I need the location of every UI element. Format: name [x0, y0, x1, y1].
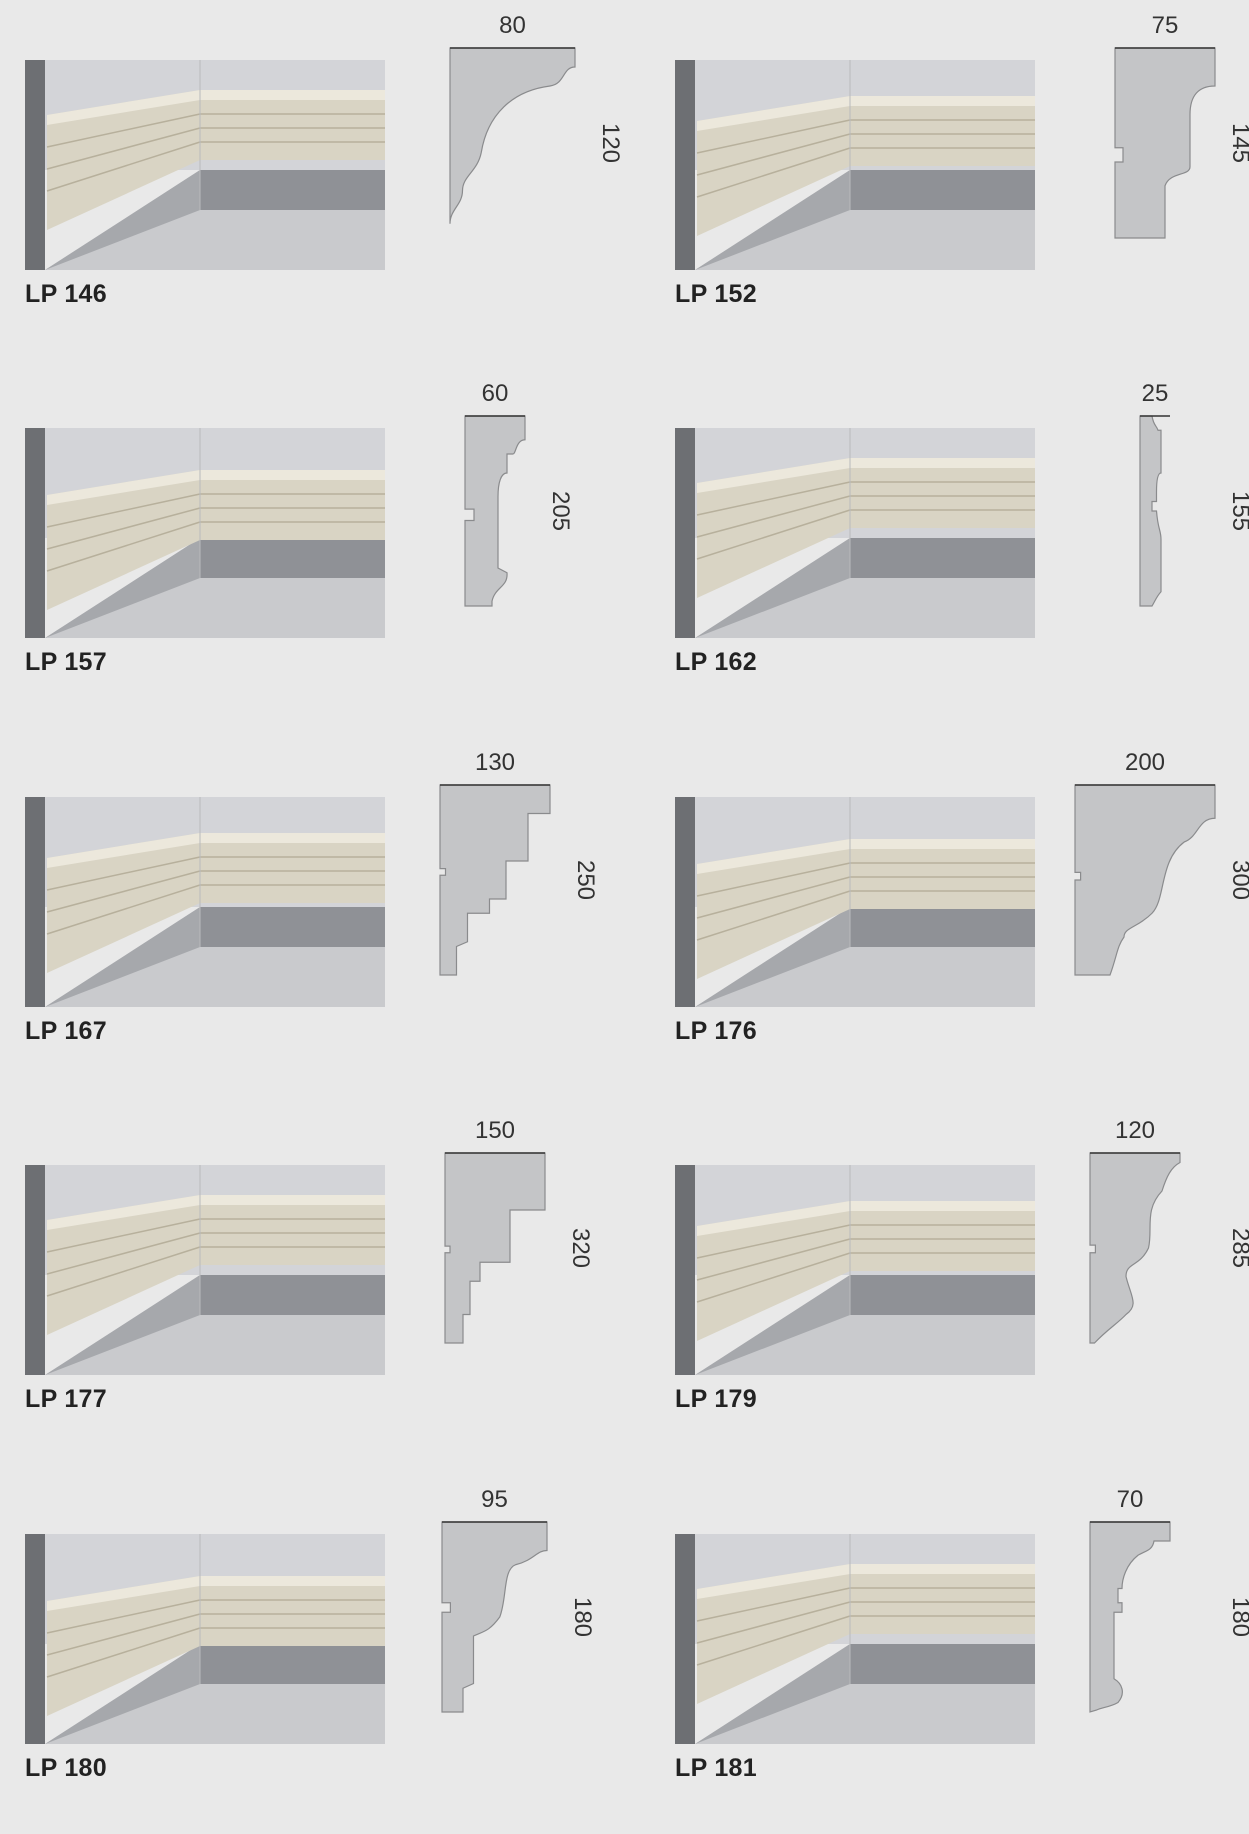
profile-width-dimension: 75: [1151, 12, 1179, 39]
profile-width-dimension: 70: [1116, 1486, 1144, 1513]
profile-cross-section: 95 180: [410, 1474, 610, 1774]
profile-cross-section: 60 205: [410, 368, 610, 668]
product-code: LP 157: [25, 648, 107, 676]
molding-render-image: [25, 1534, 385, 1744]
product-code: LP 162: [675, 648, 757, 676]
profile-cross-section: 80 120: [410, 0, 624, 300]
molding-render-image: [25, 797, 385, 1007]
product-card: LP 177 150 320: [0, 1105, 624, 1465]
product-card: LP 167 130 250: [0, 737, 624, 1097]
profile-width-dimension: 130: [474, 749, 516, 776]
product-code: LP 180: [25, 1754, 107, 1782]
product-card: LP 176 200 300: [650, 737, 1249, 1097]
molding-render-image: [25, 60, 385, 270]
product-card: LP 179 120 285: [650, 1105, 1249, 1465]
profile-height-dimension: 180: [1227, 1596, 1249, 1638]
profile-height-dimension: 250: [572, 859, 599, 901]
product-code: LP 146: [25, 280, 107, 308]
profile-width-dimension: 25: [1141, 380, 1169, 407]
molding-render-image: [675, 428, 1035, 638]
profile-height-dimension: 285: [1227, 1227, 1249, 1269]
product-card: LP 180 95 180: [0, 1474, 624, 1834]
product-code: LP 177: [25, 1385, 107, 1413]
molding-render-image: [25, 1165, 385, 1375]
profile-height-dimension: 155: [1227, 490, 1249, 532]
product-card: LP 181 70 180: [650, 1474, 1249, 1834]
product-card: LP 152 75 145: [650, 0, 1249, 360]
product-code: LP 167: [25, 1017, 107, 1045]
profile-height-dimension: 300: [1227, 859, 1249, 901]
product-code: LP 179: [675, 1385, 757, 1413]
product-card: LP 157 60 205: [0, 368, 624, 728]
profile-width-dimension: 200: [1124, 749, 1166, 776]
profile-cross-section: 200 300: [1060, 737, 1249, 1037]
profile-cross-section: 75 145: [1060, 0, 1249, 300]
profile-height-dimension: 120: [597, 122, 624, 164]
profile-width-dimension: 95: [481, 1486, 508, 1513]
molding-render-image: [675, 1534, 1035, 1744]
product-code: LP 181: [675, 1754, 757, 1782]
product-code: LP 176: [675, 1017, 757, 1045]
molding-render-image: [675, 797, 1035, 1007]
product-code: LP 152: [675, 280, 757, 308]
profile-width-dimension: 150: [474, 1117, 516, 1144]
profile-width-dimension: 120: [1114, 1117, 1156, 1144]
product-card: LP 146 80 120: [0, 0, 624, 360]
profile-cross-section: 70 180: [1060, 1474, 1249, 1774]
molding-render-image: [675, 60, 1035, 270]
profile-width-dimension: 60: [481, 380, 509, 407]
catalog-page: { "items": [ {"code": "LP 146", "width":…: [0, 0, 1249, 1782]
molding-render-image: [25, 428, 385, 638]
profile-height-dimension: 180: [569, 1596, 596, 1638]
product-card: LP 162 25 155: [650, 368, 1249, 728]
profile-cross-section: 130 250: [410, 737, 610, 1037]
molding-render-image: [675, 1165, 1035, 1375]
profile-height-dimension: 320: [567, 1227, 594, 1269]
profile-cross-section: 120 285: [1060, 1105, 1249, 1405]
profile-cross-section: 150 320: [410, 1105, 610, 1405]
profile-height-dimension: 205: [547, 490, 574, 532]
profile-width-dimension: 80: [499, 12, 526, 39]
profile-cross-section: 25 155: [1060, 368, 1249, 668]
profile-height-dimension: 145: [1227, 122, 1249, 164]
